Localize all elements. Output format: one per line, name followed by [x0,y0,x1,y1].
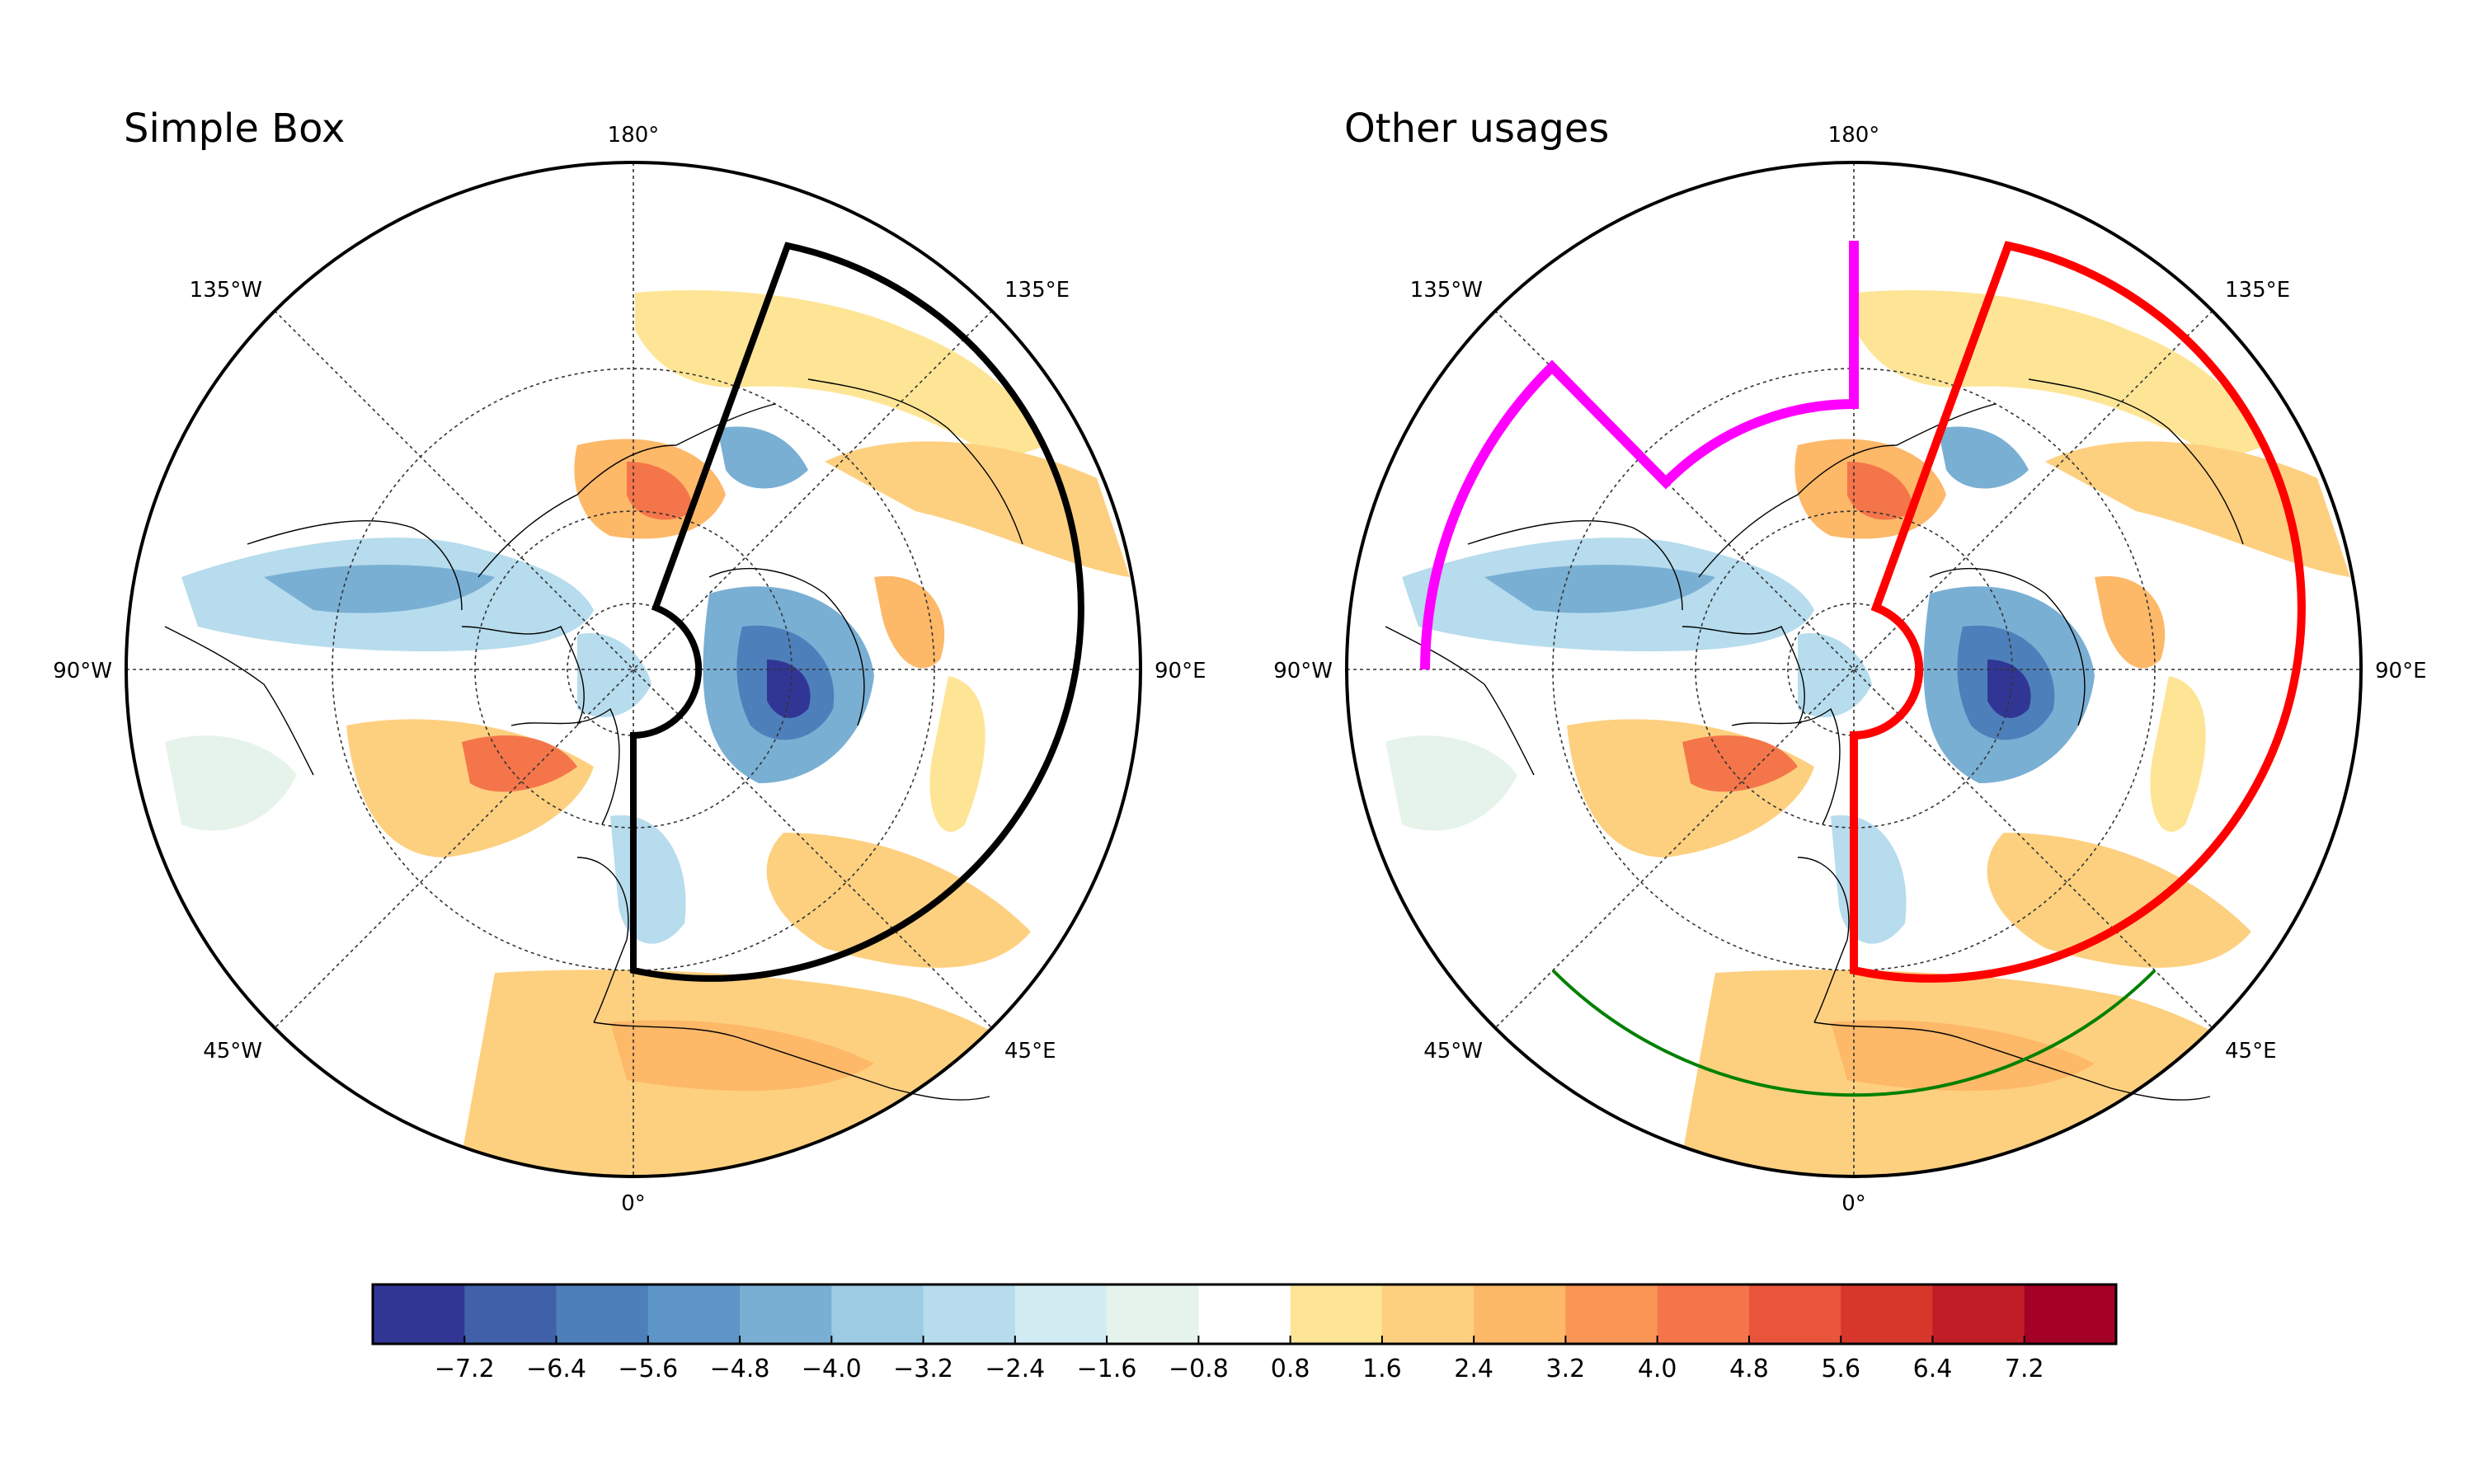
lon-label-left: 90°W [1273,659,1333,683]
lon-label-lower-right: 45°E [2225,1039,2277,1064]
coastlines [164,378,1023,1101]
colorbar-tick-label: −4.0 [802,1355,862,1383]
colorbar-swatch [831,1284,924,1344]
colorbar-tick-label: −3.2 [893,1355,953,1383]
map-boundary [125,161,1142,1178]
colorbar-swatches [373,1284,2117,1344]
lon-label-upper-left: 135°W [1410,278,1483,303]
colorbar-swatch [647,1284,741,1344]
sector-box-overlay [630,242,1084,982]
colorbar-tick-label: 2.4 [1454,1355,1493,1383]
lon-label-right: 90°E [1155,659,1206,683]
lon-label-top: 180° [608,123,660,148]
colorbar-tick-label: −2.4 [985,1355,1045,1383]
colorbar-swatch [1290,1284,1383,1344]
longitude-labels: 180° 0° 90°W 90°E 135°W 135°E 45°W 45°E [1273,123,2426,1216]
colorbar-tick-label: −4.8 [710,1355,770,1383]
colorbar-tick-label: −5.6 [618,1355,678,1383]
map-panel-simple-box: Simple Box [53,106,1206,1216]
colorbar-swatch [1198,1284,1291,1344]
lon-label-left: 90°W [53,659,112,683]
lon-label-upper-left: 135°W [190,278,262,303]
colorbar-tick-label: −1.6 [1077,1355,1137,1383]
graticule [126,162,1141,1176]
colorbar-swatch [2024,1284,2117,1344]
polyline-overlay [1420,241,1859,670]
colorbar-tick-label: 4.8 [1729,1355,1769,1383]
colorbar-tick-label: 4.0 [1638,1355,1677,1383]
colorbar-tick-label: 0.8 [1271,1355,1310,1383]
lon-label-lower-right: 45°E [1004,1039,1056,1064]
colorbar-tick-label: 3.2 [1546,1355,1586,1383]
lon-label-top: 180° [1828,123,1880,148]
colorbar-frame [371,1283,2118,1345]
map-panel-other-usages: Other usages [1273,106,2426,1216]
colorbar-swatch [1932,1284,2025,1344]
colorbar-swatch [464,1284,557,1344]
colorbar: −7.2 −6.4 −5.6 −4.8 −4.0 −3.2 −2.4 −1.6 −0.8 0.8 1… [371,1283,2118,1383]
lon-label-upper-right: 135°E [1004,278,1070,303]
colorbar-tick-label: 7.2 [2005,1355,2044,1383]
colorbar-swatch [1565,1284,1658,1344]
lon-label-right: 90°E [2375,659,2427,683]
colorbar-tick-label: −0.8 [1169,1355,1229,1383]
anomaly-field [165,290,1130,1176]
colorbar-swatch [740,1284,832,1344]
colorbar-tick-label: −6.4 [526,1355,586,1383]
longitude-labels: 180° 0° 90°W 90°E 135°W 135°E 45°W 45°E [53,123,1206,1216]
colorbar-swatch [556,1284,649,1344]
colorbar-tick-label: −7.2 [435,1355,495,1383]
lon-label-lower-left: 45°W [1423,1039,1483,1064]
colorbar-swatch [1841,1284,1934,1344]
colorbar-swatch [923,1284,1016,1344]
sector-box-overlay [1850,241,2306,983]
colorbar-swatch [1657,1284,1750,1344]
colorbar-swatch [373,1284,465,1344]
colorbar-tick-label: 6.4 [1913,1355,1953,1383]
lon-label-bottom: 0° [621,1191,646,1216]
lon-label-lower-left: 45°W [203,1039,262,1064]
colorbar-swatch [1381,1284,1475,1344]
colorbar-tick-label: 5.6 [1821,1355,1860,1383]
graticule [1347,162,2361,1176]
anomaly-field [1385,290,2350,1176]
colorbar-ticks: −7.2 −6.4 −5.6 −4.8 −4.0 −3.2 −2.4 −1.6 −0.8 0.8 1… [435,1336,2044,1383]
colorbar-swatch [1107,1284,1199,1344]
colorbar-swatch [1474,1284,1567,1344]
arc-overlay [1551,969,2157,1097]
panel-title: Simple Box [124,106,345,152]
lon-label-upper-right: 135°E [2225,278,2290,303]
coastlines [1385,378,2244,1101]
lon-label-bottom: 0° [1841,1191,1866,1216]
colorbar-swatch [1014,1284,1108,1344]
colorbar-tick-label: 1.6 [1362,1355,1402,1383]
map-boundary [1345,161,2363,1178]
panel-title: Other usages [1344,106,1609,152]
colorbar-swatch [1748,1284,1841,1344]
